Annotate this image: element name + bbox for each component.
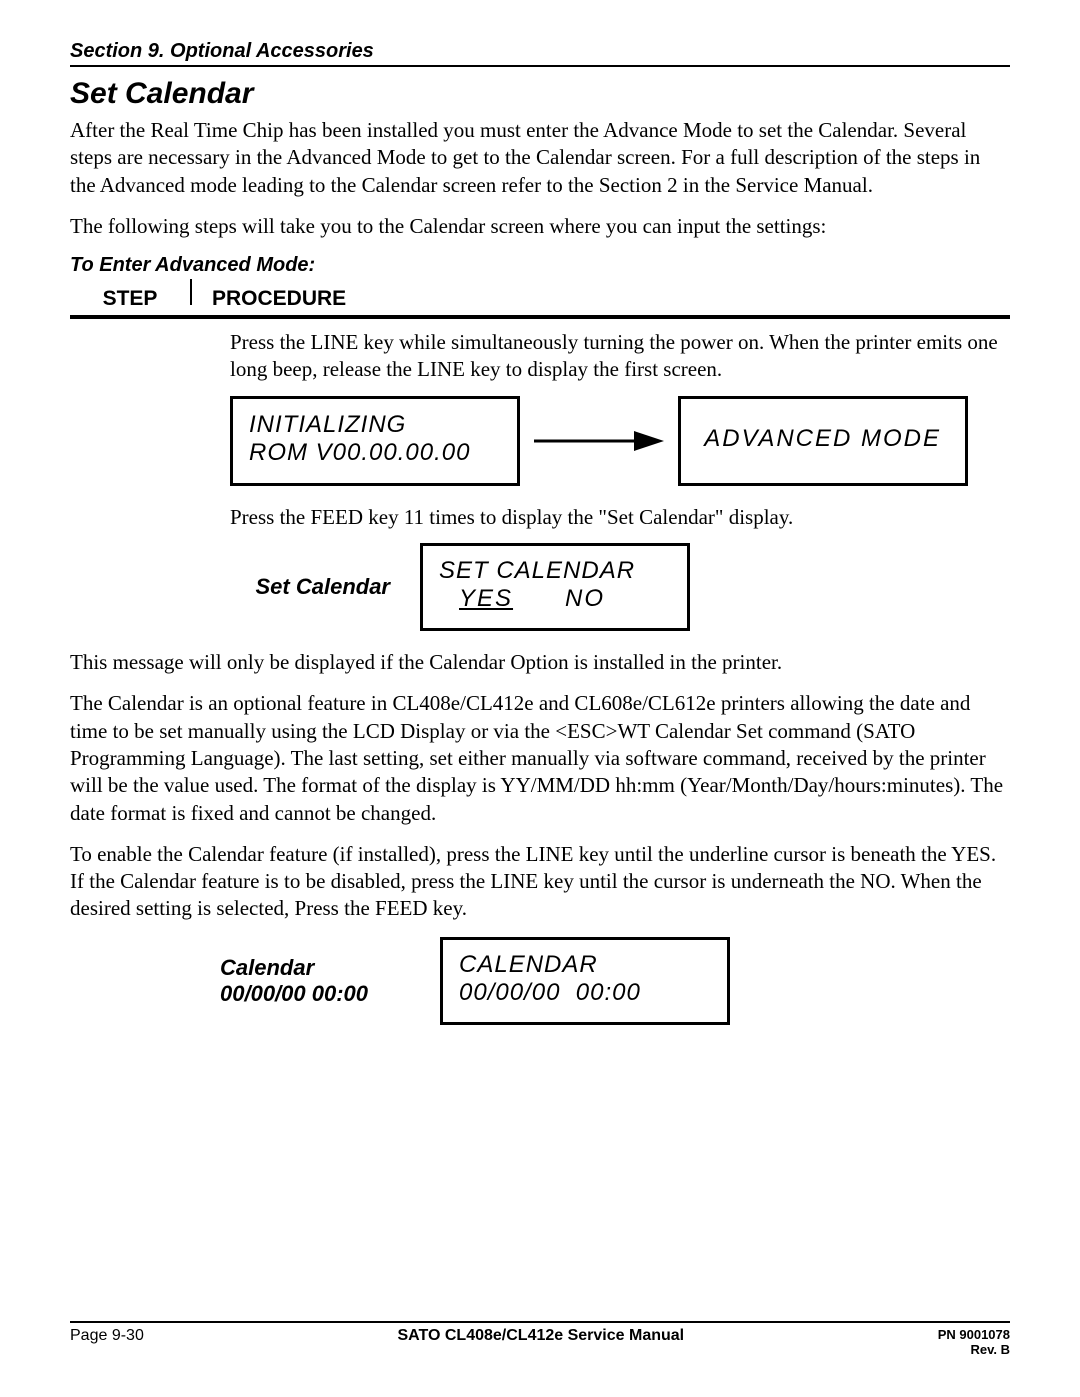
paragraph-2: The following steps will take you to the… [70, 213, 1010, 240]
footer-pn: PN 9001078 [938, 1327, 1010, 1342]
set-calendar-label: Set Calendar [220, 574, 390, 600]
footer-page-number: Page 9-30 [70, 1327, 144, 1345]
procedure-text-1: Press the LINE key while simultaneously … [230, 329, 1000, 384]
lcd-set-calendar-line1: SET CALENDAR [439, 557, 671, 585]
colon: : [309, 254, 316, 276]
lcd-calendar-line1: CALENDAR [459, 951, 711, 979]
arrow-icon [534, 426, 664, 456]
calendar-label: Calendar 00/00/00 00:00 [220, 955, 410, 1007]
procedure-block: Press the LINE key while simultaneously … [230, 329, 1000, 631]
page: Section 9. Optional Accessories Set Cale… [0, 0, 1080, 1397]
section-header: Section 9. Optional Accessories [70, 40, 1010, 67]
paragraph-4: The Calendar is an optional feature in C… [70, 690, 1010, 826]
lcd-advanced-mode-line1: ADVANCED MODE [704, 425, 949, 453]
paragraph-3: This message will only be displayed if t… [70, 649, 1010, 676]
double-rule [70, 315, 1010, 319]
step-column-header: STEP [70, 287, 190, 311]
paragraph-5: To enable the Calendar feature (if insta… [70, 841, 1010, 923]
footer-part-number: PN 9001078 Rev. B [938, 1327, 1010, 1357]
paragraph-1: After the Real Time Chip has been instal… [70, 117, 1010, 199]
page-footer: Page 9-30 SATO CL408e/CL412e Service Man… [70, 1321, 1010, 1357]
lcd-calendar: CALENDAR 00/00/00 00:00 [440, 937, 730, 1025]
lcd-initializing-line2: ROM V00.00.00.00 [249, 439, 501, 467]
footer-rev: Rev. B [938, 1342, 1010, 1357]
lcd-no: NO [565, 585, 605, 612]
lcd-yes: YES [459, 585, 513, 612]
lcd-row-2: Set Calendar SET CALENDAR YES NO [220, 543, 1000, 631]
page-title: Set Calendar [70, 77, 1010, 111]
procedure-text-2: Press the FEED key 11 times to display t… [230, 504, 1000, 531]
procedure-column-header: PROCEDURE [212, 287, 346, 311]
lcd-initializing-line1: INITIALIZING [249, 411, 501, 439]
lcd-set-calendar: SET CALENDAR YES NO [420, 543, 690, 631]
advanced-mode-heading: To Enter Advanced Mode: [70, 254, 1010, 277]
lcd-set-calendar-yesno: YES NO [439, 585, 671, 613]
lcd-gap [513, 585, 565, 612]
lcd-row-1: INITIALIZING ROM V00.00.00.00 ADVANCED M… [230, 396, 1000, 486]
footer-manual-title: SATO CL408e/CL412e Service Manual [144, 1327, 938, 1345]
lcd-advanced-mode: ADVANCED MODE [678, 396, 968, 486]
column-divider [190, 279, 192, 305]
calendar-label-line1: Calendar [220, 955, 410, 981]
lcd-initializing: INITIALIZING ROM V00.00.00.00 [230, 396, 520, 486]
lcd-calendar-line2: 00/00/00 00:00 [459, 979, 711, 1007]
advanced-mode-heading-text: To Enter Advanced Mode [70, 254, 309, 276]
calendar-label-line2: 00/00/00 00:00 [220, 981, 410, 1007]
lcd-row-3: Calendar 00/00/00 00:00 CALENDAR 00/00/0… [220, 937, 1010, 1025]
step-header-row: STEP PROCEDURE [70, 279, 1010, 311]
